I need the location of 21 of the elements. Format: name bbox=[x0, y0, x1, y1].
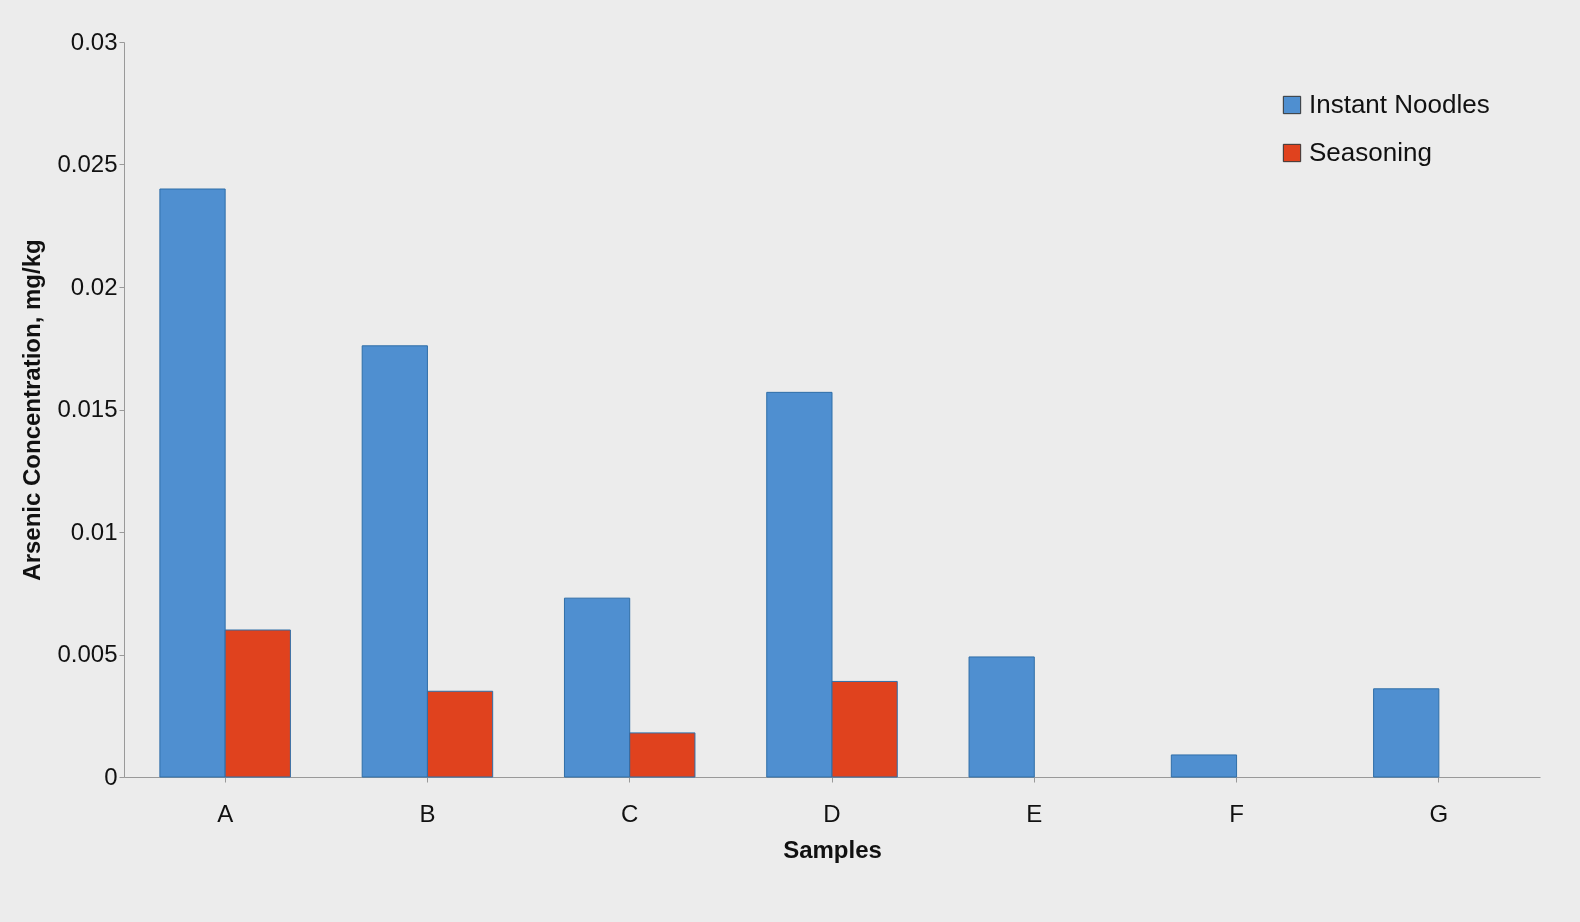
x-tick-label: A bbox=[217, 799, 234, 827]
bar bbox=[1373, 688, 1440, 778]
y-tick-label: 0.03 bbox=[70, 27, 118, 55]
legend-label: Instant Noodles bbox=[1309, 89, 1490, 119]
x-tick-label: G bbox=[1429, 799, 1449, 827]
y-tick-label: 0.01 bbox=[70, 517, 118, 545]
bar bbox=[968, 656, 1035, 778]
y-tick-label: 0 bbox=[104, 762, 118, 790]
y-tick-label: 0.02 bbox=[70, 272, 118, 300]
y-tick-label: 0.015 bbox=[57, 395, 118, 422]
bar bbox=[1170, 754, 1238, 778]
x-tick-label: E bbox=[1026, 799, 1043, 827]
x-tick-label: B bbox=[419, 799, 436, 827]
x-tick-label: F bbox=[1229, 799, 1244, 827]
x-axis-title: Samples bbox=[783, 835, 882, 863]
x-tick-label: C bbox=[621, 799, 639, 827]
x-tick-label: D bbox=[823, 799, 841, 827]
y-axis-title: Arsenic Concentration, mg/kg bbox=[18, 239, 46, 581]
y-tick-label: 0.025 bbox=[57, 150, 118, 177]
y-tick-label: 0.005 bbox=[57, 640, 118, 667]
legend-label: Seasoning bbox=[1309, 137, 1432, 167]
